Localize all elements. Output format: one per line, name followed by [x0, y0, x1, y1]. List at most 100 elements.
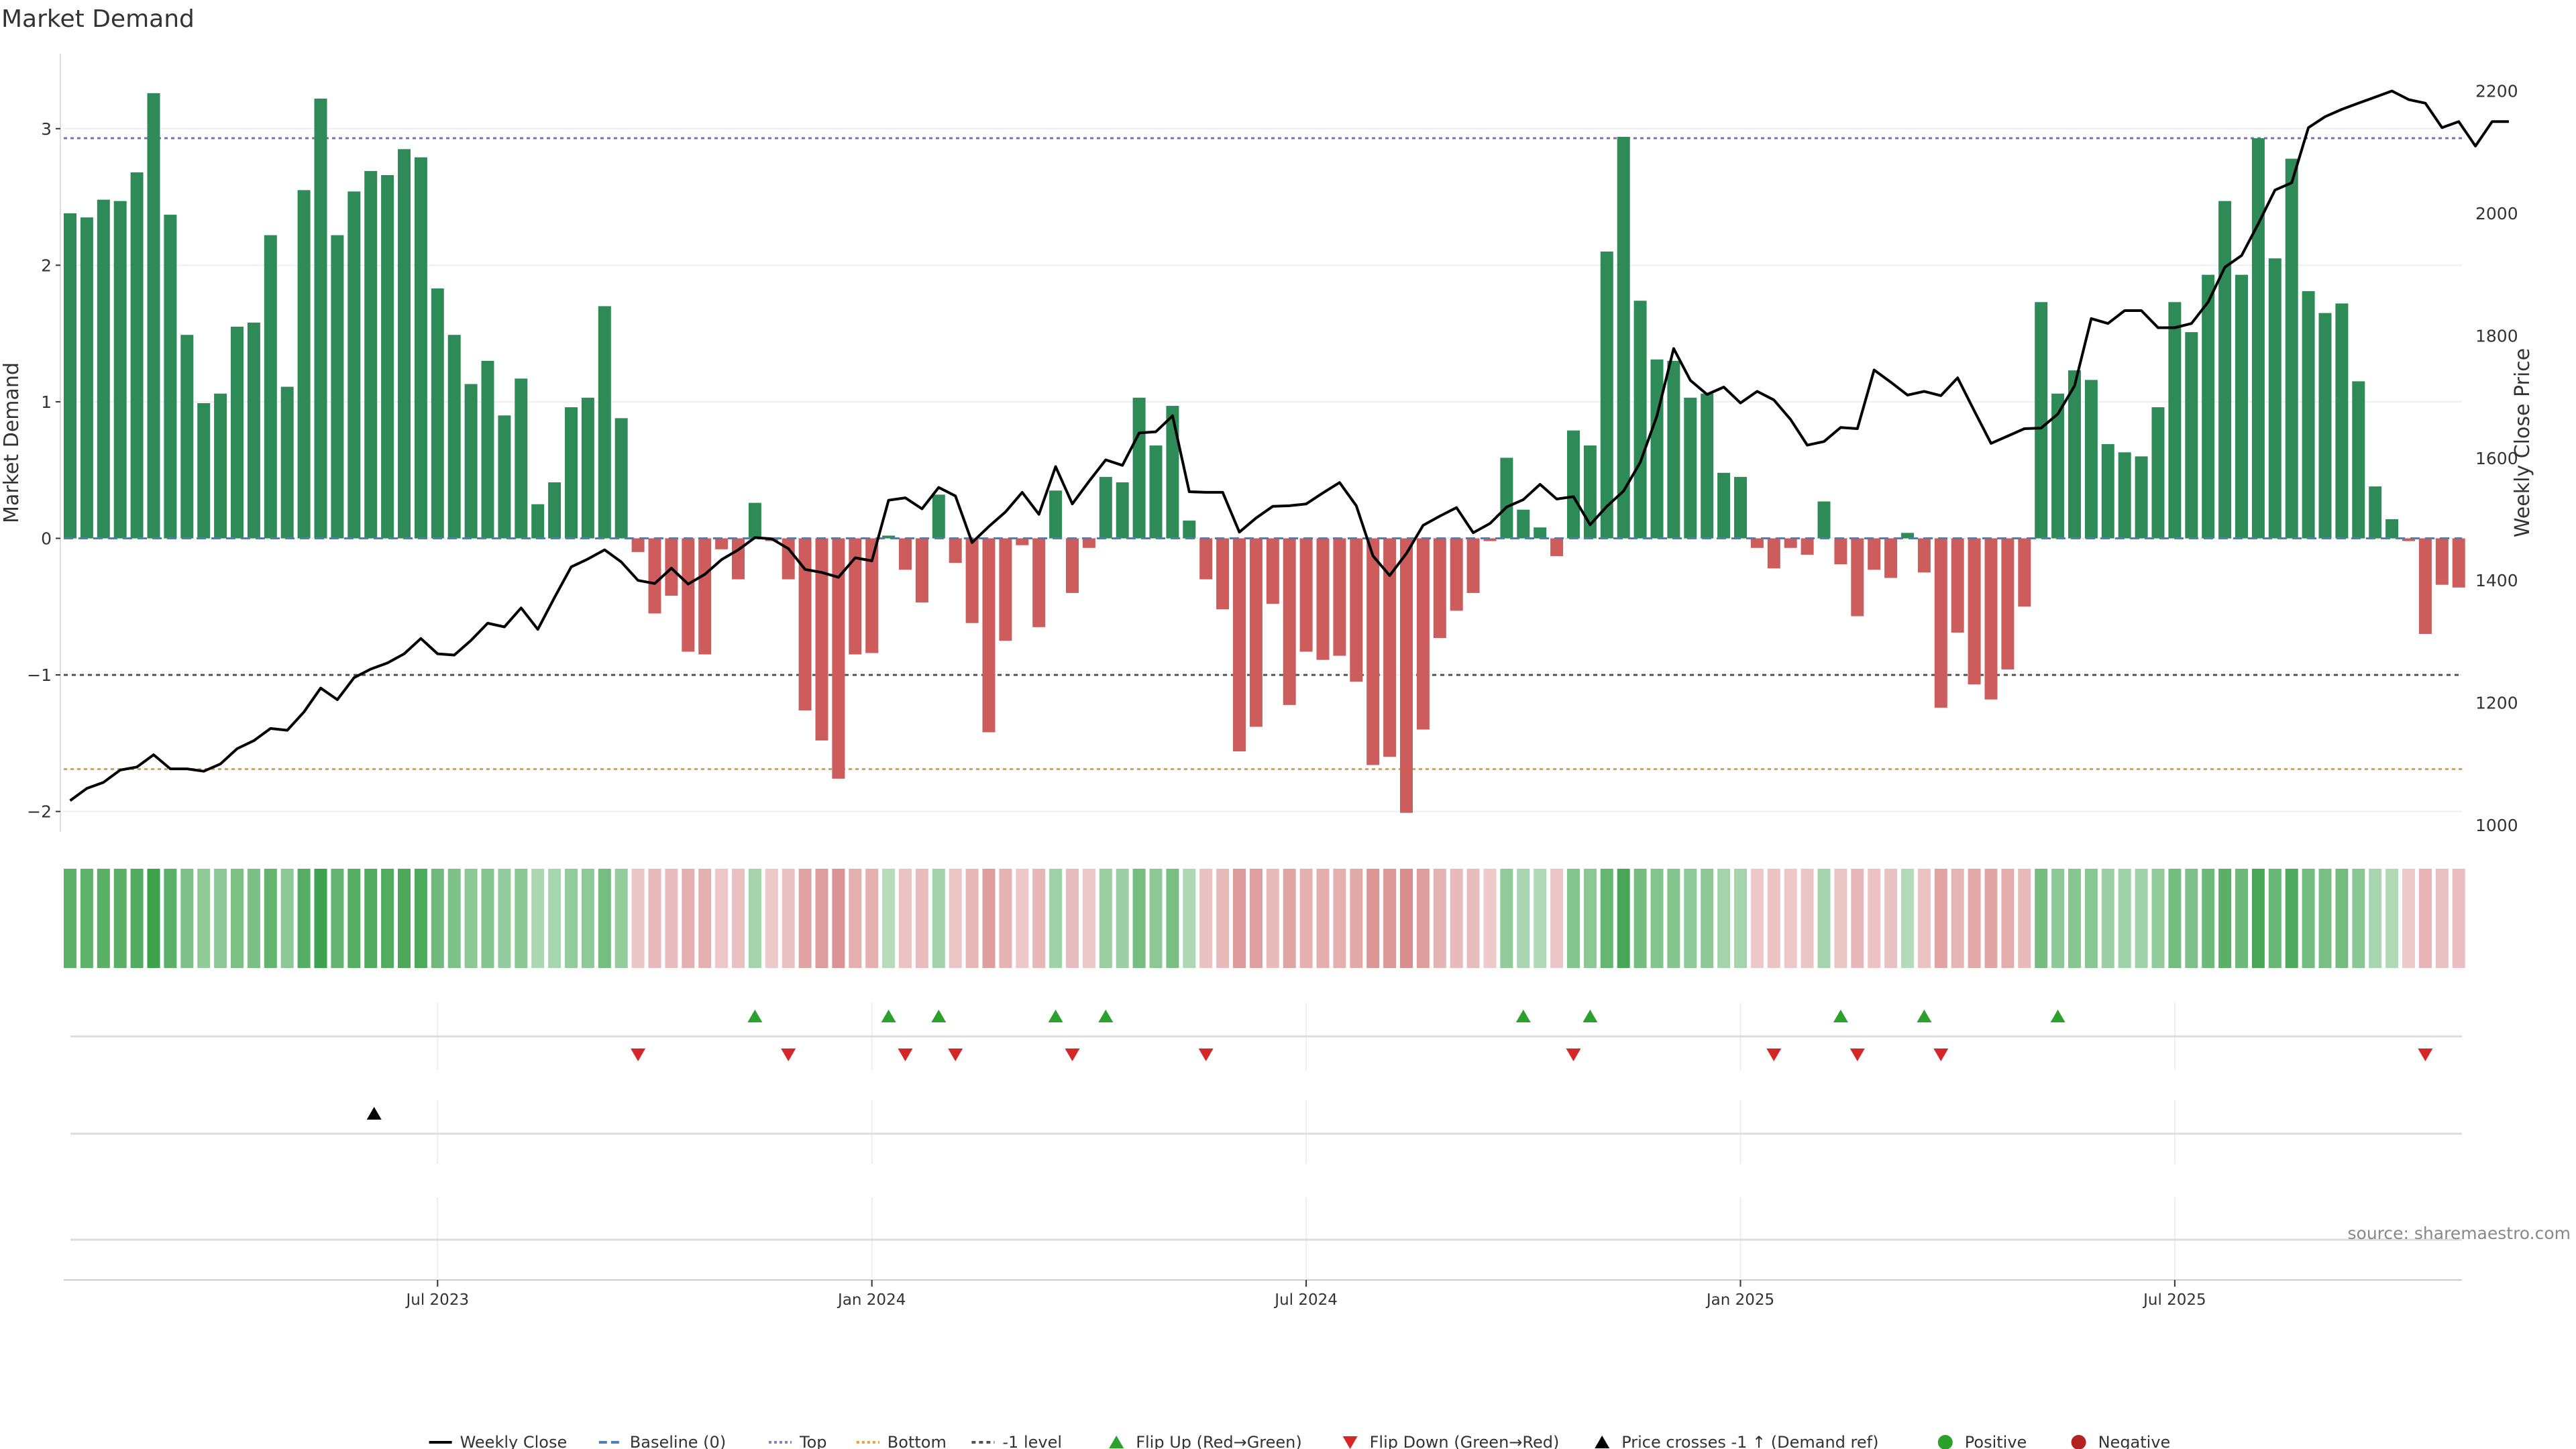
- strength-cell: [364, 869, 378, 968]
- strength-cell: [2018, 869, 2031, 968]
- demand-bar: [381, 175, 394, 539]
- x-tick-label: Jan 2024: [837, 1291, 906, 1309]
- strength-cell: [1633, 869, 1647, 968]
- strength-cell: [515, 869, 528, 968]
- demand-bar: [331, 235, 344, 539]
- demand-bar: [1868, 538, 1881, 570]
- demand-bar: [631, 538, 645, 552]
- strength-cell: [1684, 869, 1697, 968]
- demand-bar: [1400, 538, 1413, 813]
- demand-bar: [1116, 482, 1129, 539]
- strength-cell: [1082, 869, 1095, 968]
- demand-bar: [1099, 476, 1112, 539]
- demand-bar: [364, 170, 378, 539]
- strength-cell: [2185, 869, 2198, 968]
- strength-cell: [1817, 869, 1831, 968]
- strength-cell: [1466, 869, 1480, 968]
- demand-bar: [1617, 137, 1630, 539]
- strength-cell: [1132, 869, 1146, 968]
- legend-item: Baseline (0): [598, 1433, 726, 1449]
- demand-bar: [2335, 303, 2349, 539]
- demand-bar: [2185, 332, 2198, 539]
- strength-cell: [1701, 869, 1714, 968]
- flip-down-marker: [2418, 1049, 2433, 1061]
- demand-bar: [1082, 538, 1095, 548]
- strength-cell: [581, 869, 594, 968]
- demand-strength-strip: [64, 869, 2465, 968]
- legend-item: Weekly Close: [429, 1433, 567, 1449]
- demand-bar: [1650, 359, 1664, 539]
- price-cross-marker: [366, 1107, 382, 1120]
- demand-bar: [698, 538, 712, 655]
- strength-cell: [1617, 869, 1630, 968]
- legend: Weekly Close Baseline (0) Top Bottom -1 leve…: [429, 1433, 2170, 1449]
- strength-cell: [2135, 869, 2148, 968]
- flip-down-marker: [1198, 1049, 1214, 1061]
- strength-cell: [1066, 869, 1079, 968]
- demand-bar: [2285, 158, 2298, 539]
- demand-bar: [2051, 393, 2065, 539]
- strength-cell: [932, 869, 945, 968]
- legend-swatch: [1109, 1436, 1124, 1448]
- demand-bar: [1968, 538, 1981, 685]
- flip-down-marker: [1566, 1049, 1581, 1061]
- strength-cell: [849, 869, 862, 968]
- strength-cell: [1717, 869, 1731, 968]
- strength-cell: [982, 869, 996, 968]
- strength-cell: [865, 869, 879, 968]
- demand-bar: [1016, 538, 1029, 545]
- strength-cell: [1249, 869, 1263, 968]
- flip-up-marker: [931, 1010, 947, 1022]
- strength-cell: [832, 869, 845, 968]
- strength-cell: [113, 869, 127, 968]
- strength-cell: [2302, 869, 2315, 968]
- right-tick-label: 1800: [2475, 326, 2518, 345]
- legend-swatch: [2071, 1435, 2086, 1449]
- demand-bar: [515, 378, 528, 539]
- strength-cell: [1583, 869, 1597, 968]
- strength-cell: [1099, 869, 1112, 968]
- strength-cell: [2235, 869, 2248, 968]
- demand-bar: [1984, 538, 1998, 700]
- demand-bar: [1316, 538, 1330, 660]
- strength-cell: [1433, 869, 1446, 968]
- demand-bar: [1884, 538, 1898, 578]
- strength-cell: [949, 869, 962, 968]
- legend-item: Flip Down (Green→Red): [1342, 1433, 1559, 1449]
- demand-bar: [2202, 274, 2215, 539]
- demand-bar: [80, 217, 93, 539]
- demand-bar: [1350, 538, 1363, 682]
- strength-cell: [331, 869, 344, 968]
- demand-bar: [1032, 538, 1046, 627]
- strength-cell: [2151, 869, 2165, 968]
- strength-cell: [2452, 869, 2465, 968]
- demand-bar: [1433, 538, 1446, 639]
- demand-bar: [1517, 509, 1530, 539]
- strength-cell: [297, 869, 311, 968]
- demand-bar: [113, 201, 127, 539]
- legend-label: Flip Up (Red→Green): [1136, 1433, 1302, 1449]
- legend-swatch: [1342, 1436, 1358, 1449]
- demand-bar: [1784, 538, 1797, 548]
- strength-cell: [648, 869, 661, 968]
- strength-cell: [2202, 869, 2215, 968]
- strength-cell: [1032, 869, 1046, 968]
- demand-bar: [214, 393, 227, 539]
- demand-bar: [447, 335, 461, 539]
- strength-cell: [1934, 869, 1947, 968]
- strength-cell: [1517, 869, 1530, 968]
- flip-up-marker: [1098, 1010, 1114, 1022]
- demand-bar: [1934, 538, 1947, 708]
- demand-bar: [598, 306, 611, 539]
- strength-cell: [1667, 869, 1680, 968]
- demand-bar: [1801, 538, 1814, 555]
- legend-item: Top: [769, 1433, 827, 1449]
- demand-bar: [1550, 538, 1564, 556]
- demand-bar: [1851, 538, 1864, 616]
- strength-cell: [214, 869, 227, 968]
- strength-cell: [314, 869, 327, 968]
- demand-bar: [1600, 252, 1613, 539]
- demand-bar: [1834, 538, 1847, 565]
- demand-bar: [1817, 501, 1831, 539]
- demand-bar: [965, 538, 979, 623]
